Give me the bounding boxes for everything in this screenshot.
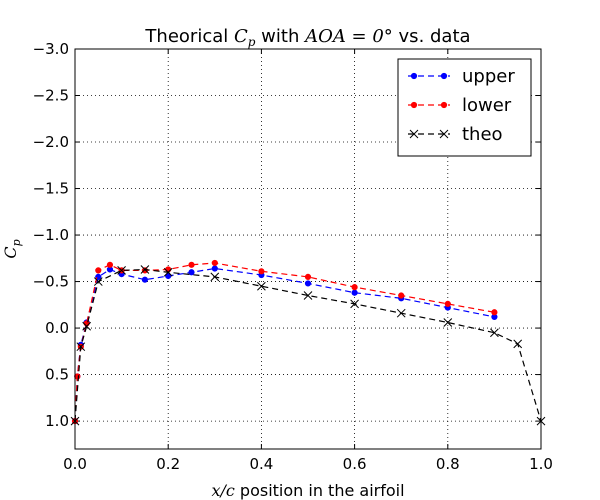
data-point-lower (351, 284, 358, 291)
legend-marker (440, 72, 448, 80)
legend-marker (440, 101, 448, 109)
x-tick-label: 1.0 (529, 455, 553, 473)
title-suffix: vs. data (393, 26, 471, 47)
y-tick-label: −0.5 (33, 273, 69, 291)
x-axis-label-math: x/c (211, 481, 234, 500)
data-point-theo (163, 267, 173, 277)
data-point-lower (141, 267, 148, 274)
data-point-theo (82, 321, 92, 331)
x-axis-label-text: position in the airfoil (235, 481, 405, 500)
plot-frame (74, 48, 542, 450)
title-middle: with (255, 26, 305, 47)
data-point-upper (211, 265, 218, 272)
title-cp-var: C (234, 26, 248, 47)
data-point-lower (444, 300, 451, 307)
data-point-lower (95, 267, 102, 274)
legend-box (397, 58, 532, 157)
x-axis-label: x/c position in the airfoil (211, 481, 404, 500)
data-point-lower (74, 373, 81, 380)
y-tick-label: −2.0 (33, 133, 69, 151)
data-point-upper (304, 280, 312, 287)
data-point-lower (188, 261, 195, 268)
data-point-upper (141, 276, 148, 283)
y-axis-label-sub: p (10, 239, 23, 246)
y-tick-label: −1.0 (33, 226, 69, 244)
y-tick-label: −1.5 (33, 180, 69, 198)
data-point-lower (398, 292, 405, 299)
data-point-theo (140, 265, 150, 274)
title-cp-sub: p (248, 35, 256, 49)
x-tick-label: 0.0 (63, 455, 87, 473)
data-point-lower (491, 309, 498, 316)
y-tick-labels: −3.0 −2.5 −2.0 −1.5 −1.0 −0.5 0.0 0.5 1.0 (33, 40, 69, 430)
data-point-theo (490, 328, 499, 338)
legend-marker (410, 101, 418, 109)
data-point-lower (165, 266, 172, 273)
x-tick-label: 0.6 (343, 455, 367, 473)
data-point-theo (93, 277, 103, 286)
data-point-theo (443, 318, 453, 327)
x-tick-labels: 0.0 0.2 0.4 0.6 0.8 1.0 (63, 455, 553, 473)
y-tick-label: −3.0 (33, 40, 69, 58)
x-tick-label: 0.2 (156, 455, 180, 473)
data-point-lower (106, 261, 114, 268)
title-prefix: Theorical (144, 26, 234, 47)
data-point-theo (257, 281, 266, 291)
data-point-lower (304, 273, 312, 281)
legend: upper lower theo (397, 58, 532, 157)
chart-title: Theorical Cp with AOA = 0° vs. data (144, 26, 470, 49)
series-line-theo (74, 268, 542, 422)
legend-marker (409, 129, 419, 139)
data-point-lower (211, 259, 218, 267)
data-point-lower (258, 268, 265, 275)
x-tick-label: 0.8 (436, 455, 460, 473)
y-tick-label: 1.0 (45, 412, 69, 430)
y-tick-label: −2.5 (33, 87, 69, 105)
y-tick-label: 0.0 (45, 319, 69, 337)
y-tick-label: 0.5 (45, 366, 69, 384)
x-tick-label: 0.4 (249, 455, 273, 473)
title-aoa-math: AOA = 0° (303, 26, 393, 47)
legend-item-upper: upper (408, 66, 515, 87)
series-layer (70, 259, 546, 426)
data-point-theo (350, 299, 359, 309)
y-axis-label: Cp (1, 239, 23, 258)
legend-marker (439, 129, 449, 139)
data-point-theo (76, 342, 86, 352)
data-point-theo (513, 339, 523, 349)
legend-label: upper (462, 66, 515, 87)
data-point-upper (188, 269, 195, 276)
data-point-theo (396, 308, 406, 318)
data-point-upper (351, 289, 358, 296)
legend-item-lower: lower (408, 95, 512, 116)
y-axis-label-var: C (1, 246, 20, 258)
legend-label: theo (462, 124, 503, 145)
data-point-theo (117, 266, 126, 275)
legend-item-theo: theo (408, 124, 503, 145)
data-point-theo (303, 291, 313, 300)
legend-marker (410, 72, 418, 80)
legend-label: lower (462, 95, 512, 116)
data-point-theo (210, 272, 220, 282)
data-point-upper (165, 272, 172, 280)
